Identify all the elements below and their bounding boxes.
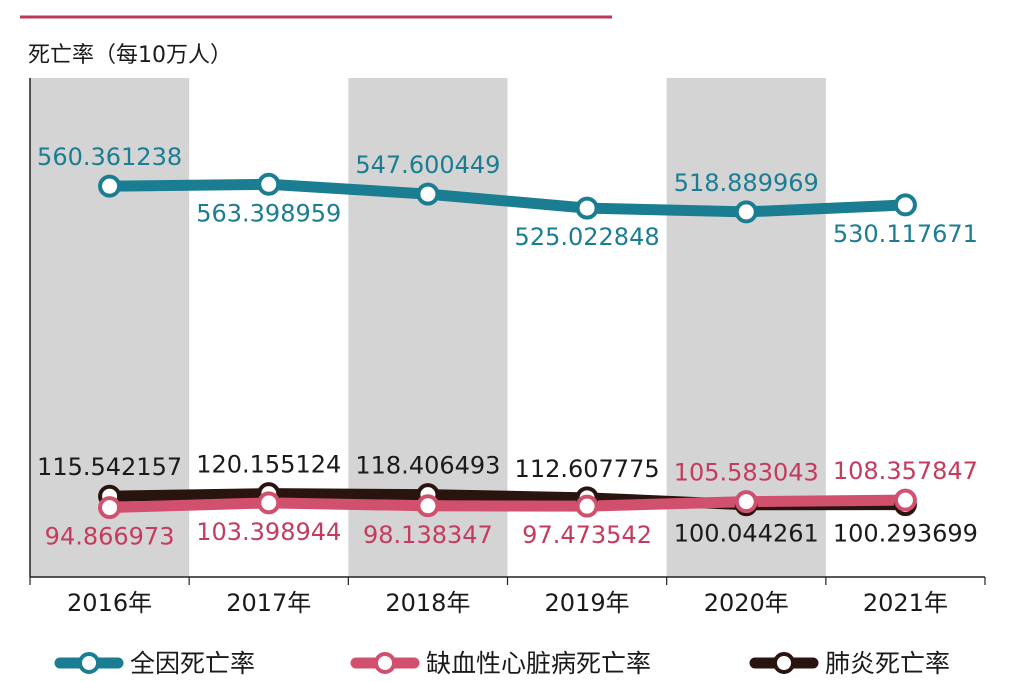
legend-label-0: 全因死亡率 <box>130 649 255 678</box>
data-label-1-2016年: 94.866973 <box>45 523 175 551</box>
title-strip <box>20 0 612 19</box>
series-point-0-2016年 <box>98 174 122 198</box>
data-label-0-2021年: 530.117671 <box>833 220 978 248</box>
series-point-1-2021年 <box>893 488 917 512</box>
x-tick-label-2016年: 2016年 <box>67 589 152 617</box>
data-label-1-2021年: 108.357847 <box>833 457 978 485</box>
data-label-2-2018年: 118.406493 <box>355 452 500 480</box>
data-labels: 560.361238 563.398959 547.600449 525.022848… <box>37 143 978 550</box>
data-label-2-2017年: 120.155124 <box>196 451 341 479</box>
data-label-1-2018年: 98.138347 <box>363 521 493 549</box>
data-label-1-2017年: 103.398944 <box>196 518 341 546</box>
x-tick-label-2020年: 2020年 <box>704 589 789 617</box>
legend-swatch-marker-0 <box>78 652 100 674</box>
x-tick-label-2018年: 2018年 <box>385 589 470 617</box>
series-point-1-2016年 <box>98 496 122 520</box>
series-line-0 <box>104 178 911 218</box>
x-tick-label-2017年: 2017年 <box>226 589 311 617</box>
y-axis-title: 死亡率（每10万人） <box>28 43 232 68</box>
data-label-0-2016年: 560.361238 <box>37 143 182 171</box>
legend-swatch-marker-2 <box>773 652 795 674</box>
series-line-1 <box>104 494 911 514</box>
data-label-2-2016年: 115.542157 <box>37 453 182 481</box>
series-point-0-2018年 <box>416 182 440 206</box>
series-point-0-2021年 <box>893 193 917 217</box>
data-label-1-2019年: 97.473542 <box>522 521 652 549</box>
data-label-0-2019年: 525.022848 <box>515 223 660 251</box>
series-point-0-2017年 <box>257 172 281 196</box>
series-group <box>98 172 917 520</box>
series-point-0-2019年 <box>575 196 599 220</box>
series-point-1-2020年 <box>734 490 758 514</box>
legend-swatch-marker-1 <box>374 652 396 674</box>
data-label-0-2020年: 518.889969 <box>674 169 819 197</box>
legend-label-1: 缺血性心脏病死亡率 <box>426 649 651 678</box>
series-point-0-2020年 <box>734 200 758 224</box>
axis-lines <box>29 78 986 585</box>
legend: 全因死亡率 缺血性心脏病死亡率 肺炎死亡率 <box>54 649 950 678</box>
x-tick-labels: 2016年 2017年 2018年 2019年 2020年 2021年 <box>67 589 948 617</box>
data-label-1-2020年: 105.583043 <box>674 459 819 487</box>
x-tick-label-2019年: 2019年 <box>545 589 630 617</box>
data-label-2-2021年: 100.293699 <box>833 520 978 548</box>
data-label-0-2017年: 563.398959 <box>196 199 341 227</box>
data-label-2-2019年: 112.607775 <box>515 455 660 483</box>
series-point-1-2018年 <box>416 494 440 518</box>
data-label-2-2020年: 100.044261 <box>674 520 819 548</box>
series-point-1-2017年 <box>257 491 281 515</box>
series-point-1-2019年 <box>575 494 599 518</box>
data-label-0-2018年: 547.600449 <box>355 151 500 179</box>
legend-label-2: 肺炎死亡率 <box>825 649 950 678</box>
x-tick-label-2021年: 2021年 <box>863 589 948 617</box>
